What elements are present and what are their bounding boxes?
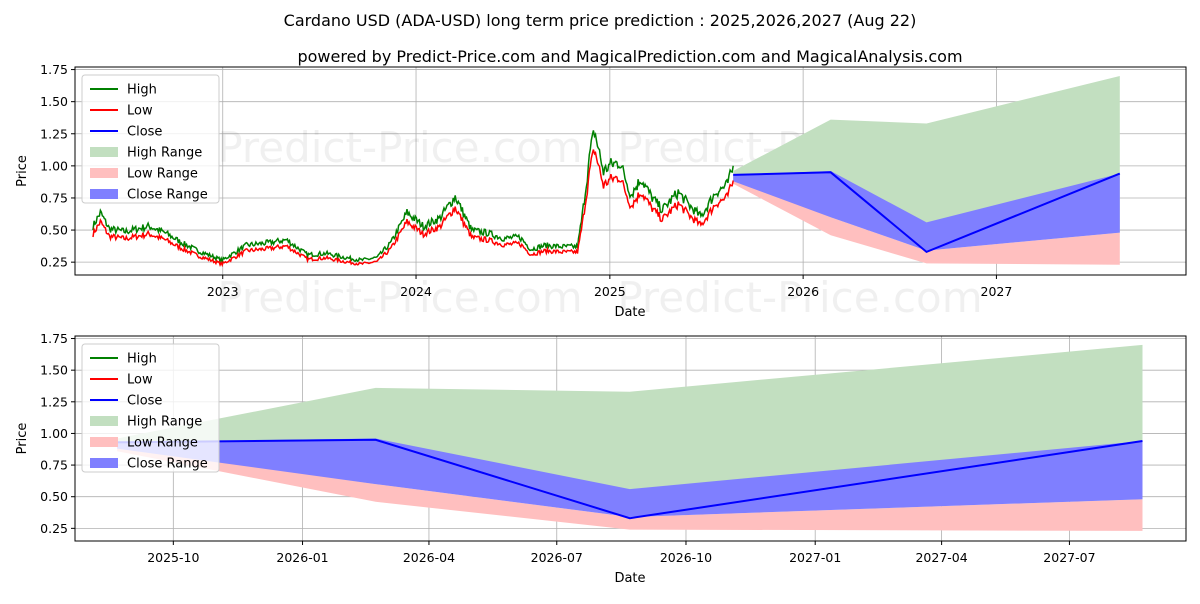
y-tick-label: 1.50: [40, 363, 68, 378]
legend-swatch-patch: [90, 189, 118, 199]
x-tick-label: 2025: [594, 284, 626, 299]
low-range-band: [733, 178, 1120, 265]
y-tick-label: 1.75: [40, 331, 68, 346]
close-series-line: [117, 438, 1143, 520]
legend-entry-label: Close Range: [127, 188, 208, 203]
axes-frame: [74, 66, 1187, 276]
close-series-line: [733, 171, 1121, 254]
legend-swatch-patch: [90, 437, 118, 447]
high-series-line: [92, 130, 734, 264]
legend-entry-label: High: [127, 83, 157, 98]
x-axis-label: Date: [614, 305, 645, 320]
x-tick-label: 2026-07: [531, 550, 583, 565]
legend-entry-label: Close Range: [127, 457, 208, 472]
close-range-band: [117, 438, 1143, 517]
plot-area: [117, 344, 1143, 531]
x-tick-label: 2023: [207, 284, 239, 299]
axes-frame: [74, 335, 1187, 542]
x-axis-label: Date: [614, 571, 645, 586]
top-panel: Predict-Price.com Predict-Price.com Predic…: [15, 62, 1187, 322]
legend-entry-label: High Range: [127, 146, 202, 161]
x-tick-label: 2026-01: [276, 550, 328, 565]
x-tick-label: 2027-01: [789, 550, 841, 565]
legend-entry-label: High Range: [127, 415, 202, 430]
legend-entry-label: Low Range: [127, 436, 198, 451]
y-axis-label: Price: [15, 423, 30, 455]
legend-entry-label: Close: [127, 394, 162, 409]
legend-entry-label: Low: [127, 373, 153, 388]
low-series-line: [92, 149, 734, 268]
legend-swatch-patch: [90, 147, 118, 157]
y-tick-label: 0.75: [40, 458, 68, 473]
legend-entry-label: Close: [127, 125, 162, 140]
x-tick-label: 2024: [400, 284, 432, 299]
y-tick-label: 1.00: [40, 158, 68, 173]
y-tick-label: 0.25: [40, 255, 68, 270]
x-tick-label: 2027-04: [915, 550, 967, 565]
x-tick-label: 2026-10: [660, 550, 712, 565]
x-tick-label: 2025-10: [147, 550, 199, 565]
legend-swatch-patch: [90, 168, 118, 178]
legend: High Low Close High Range Low Range Close Ran…: [81, 343, 220, 473]
x-tick-label: 2026: [787, 284, 819, 299]
x-tick-label: 2027-07: [1043, 550, 1095, 565]
y-axis-label: Price: [15, 155, 30, 187]
plot-area: [92, 76, 1121, 268]
y-tick-label: 0.25: [40, 521, 68, 536]
y-tick-label: 1.25: [40, 126, 68, 141]
y-tick-label: 1.75: [40, 62, 68, 77]
y-tick-label: 1.25: [40, 394, 68, 409]
x-tick-label: 2026-04: [403, 550, 455, 565]
watermark-text: Predict-Price.com: [617, 273, 982, 322]
legend-swatch-patch: [90, 416, 118, 426]
legend-entry-label: High: [127, 352, 157, 367]
y-tick-label: 0.50: [40, 223, 68, 238]
bottom-panel: Predict-Price.comPredict-Price.com0.250.…: [15, 331, 1187, 586]
legend-entry-label: Low Range: [127, 167, 198, 182]
legend-entry-label: Low: [127, 104, 153, 119]
y-tick-label: 0.50: [40, 489, 68, 504]
x-tick-label: 2027: [981, 284, 1013, 299]
close-range-band: [733, 171, 1120, 251]
chart-title: Cardano USD (ADA-USD) long term price pr…: [284, 11, 917, 30]
watermark-text: Predict-Price.com: [217, 273, 582, 322]
y-tick-label: 1.50: [40, 94, 68, 109]
low-range-band: [117, 446, 1143, 531]
legend-swatch-patch: [90, 458, 118, 468]
y-tick-label: 1.00: [40, 426, 68, 441]
legend: High Low Close High Range Low Range Close Ran…: [81, 74, 220, 204]
watermark-text: Predict-Price.com: [217, 123, 582, 172]
chart-subtitle: powered by Predict-Price.com and Magical…: [297, 47, 962, 66]
y-tick-label: 0.75: [40, 190, 68, 205]
